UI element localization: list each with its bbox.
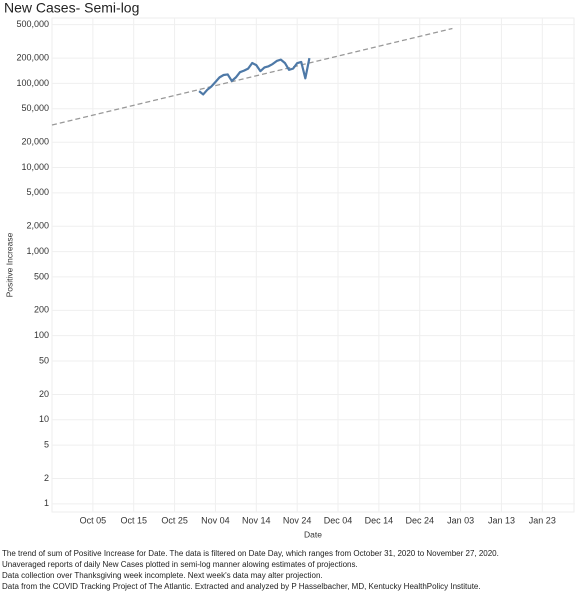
footnote: The trend of sum of Positive Increase fo… [2,549,499,558]
y-axis-label: Positive Increase [4,232,14,297]
x-tick-label: Jan 03 [447,515,474,525]
y-tick-label: 1 [44,498,49,508]
x-tick-label: Oct 05 [80,515,107,525]
y-tick-label: 2 [44,473,49,483]
footnote: Data from the COVID Tracking Project of … [2,582,481,591]
plot-area [51,17,575,513]
line [198,57,311,96]
y-tick-label: 2,000 [26,221,49,231]
x-tick-label: Oct 15 [120,515,147,525]
x-tick-label: Nov 24 [283,515,312,525]
x-tick-label: Dec 14 [365,515,394,525]
y-tick-label: 50 [39,355,49,365]
y-tick-label: 10,000 [21,162,49,172]
y-tick-label: 100 [34,330,49,340]
y-tick-label: 1,000 [26,246,49,256]
y-tick-label: 10 [39,414,49,424]
y-tick-label: 20 [39,389,49,399]
y-tick-label: 20,000 [21,137,49,147]
x-tick-label: Dec 24 [405,515,434,525]
y-tick-label: 200 [34,305,49,315]
x-tick-label: Nov 14 [242,515,271,525]
y-tick-label: 200,000 [16,52,49,62]
x-tick-label: Nov 04 [201,515,230,525]
y-tick-label: 500 [34,271,49,281]
y-tick-label: 50,000 [21,103,49,113]
footnote: Unaveraged reports of daily New Cases pl… [2,560,358,569]
y-tick-label: 100,000 [16,78,49,88]
chart-title: New Cases- Semi-log [4,0,139,16]
trend-line [51,27,453,126]
x-tick-label: Dec 04 [324,515,353,525]
footnote: Data collection over Thanksgiving week i… [2,571,323,580]
x-tick-label: Jan 23 [529,515,556,525]
x-axis-label: Date [304,529,322,539]
y-tick-label: 5,000 [26,187,49,197]
y-tick-label: 5 [44,439,49,449]
y-tick-label: 500,000 [16,19,49,29]
x-tick-label: Jan 13 [488,515,515,525]
x-tick-label: Oct 25 [161,515,188,525]
